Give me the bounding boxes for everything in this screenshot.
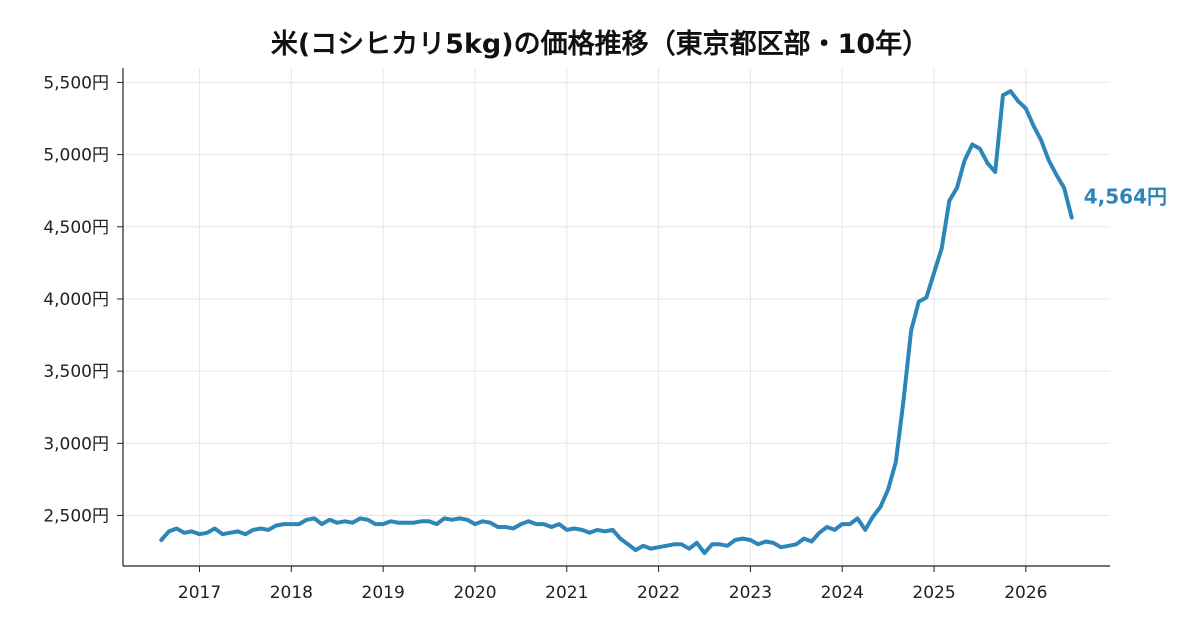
price-series-line [159,89,1074,555]
x-tick-label: 2020 [453,583,496,603]
y-tick-label: 4,500円 [43,218,109,238]
y-tick-label: 3,500円 [43,362,109,382]
y-tick-label: 5,000円 [43,146,109,166]
x-tick-label: 2023 [729,583,772,603]
series-layer [159,89,1074,555]
x-axis-ticks: 2017 2018 2019 2020 2021 2022 2023 2024 2025 2026 [178,566,1047,603]
x-tick-label: 2017 [178,583,221,603]
y-axis-ticks: 2,500円 3,000円 3,500円 4,000円 4,500円 5,000円 5,50… [43,73,123,526]
y-tick-label: 4,000円 [43,290,109,310]
y-tick-label: 2,500円 [43,506,109,526]
last-value-label: 4,564円 [1084,185,1167,209]
y-tick-label: 3,000円 [43,434,109,454]
chart-title: 米(コシヒカリ5kg)の価格推移（東京都区部・10年） [271,28,929,60]
x-tick-label: 2026 [1004,583,1047,603]
grid-lines [123,68,1110,566]
x-tick-label: 2025 [912,583,955,603]
x-tick-label: 2021 [545,583,588,603]
x-tick-label: 2022 [637,583,680,603]
x-tick-label: 2019 [362,583,405,603]
x-tick-label: 2018 [270,583,313,603]
y-tick-label: 5,500円 [43,73,109,93]
x-tick-label: 2024 [821,583,864,603]
axes [122,68,1110,567]
